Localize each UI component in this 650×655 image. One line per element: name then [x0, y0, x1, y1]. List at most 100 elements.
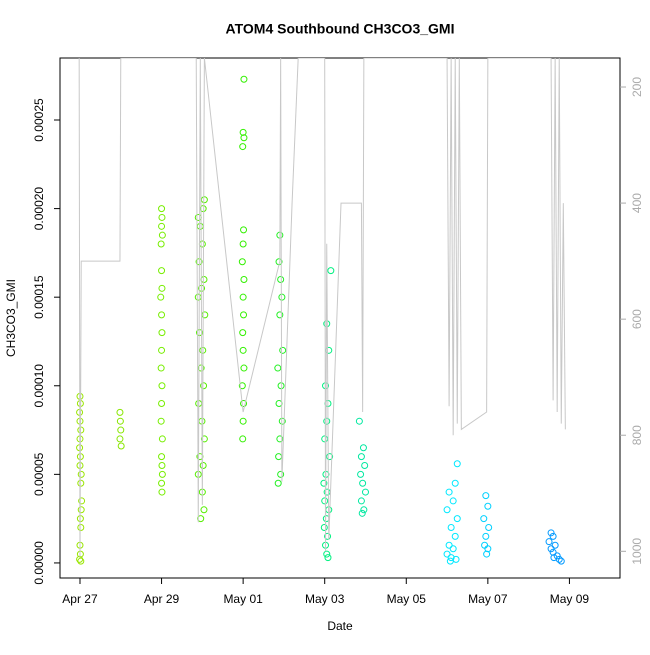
point — [240, 226, 248, 234]
point — [158, 231, 166, 239]
point — [239, 128, 247, 136]
point — [358, 509, 366, 517]
point — [157, 293, 165, 301]
point — [117, 426, 125, 434]
point — [279, 346, 287, 354]
point — [355, 417, 363, 425]
point — [197, 364, 205, 372]
y2-tick-label: 400 — [630, 193, 644, 213]
x-tick-label: May 07 — [468, 592, 508, 606]
point — [360, 506, 368, 514]
point — [158, 311, 166, 319]
point — [323, 550, 331, 558]
point — [198, 240, 206, 248]
point — [551, 541, 559, 549]
point — [158, 213, 166, 221]
point — [557, 557, 565, 565]
point — [157, 364, 165, 372]
y-tick-label: 0.00005 — [32, 452, 46, 496]
point — [323, 417, 331, 425]
point — [158, 435, 166, 443]
point — [483, 550, 491, 558]
point — [200, 506, 208, 514]
point — [326, 453, 334, 461]
point — [158, 284, 166, 292]
point — [357, 497, 365, 505]
point — [482, 492, 490, 500]
point — [240, 134, 248, 142]
point — [77, 506, 85, 514]
point — [555, 555, 563, 563]
point — [239, 346, 247, 354]
point — [197, 515, 205, 523]
point — [277, 382, 285, 390]
x-tick-label: Apr 29 — [144, 592, 180, 606]
point — [157, 240, 165, 248]
point — [194, 213, 202, 221]
point — [200, 196, 208, 204]
point — [485, 524, 493, 532]
x-tick-label: May 09 — [550, 592, 590, 606]
plot-frame — [59, 57, 621, 579]
point — [199, 461, 207, 469]
x-tick-label: May 01 — [223, 592, 263, 606]
point — [449, 545, 457, 553]
point — [158, 222, 166, 230]
point — [447, 554, 455, 562]
point — [276, 311, 284, 319]
point — [547, 545, 555, 553]
point — [240, 364, 248, 372]
point — [158, 346, 166, 354]
point — [196, 222, 204, 230]
y2-tick-label: 600 — [630, 309, 644, 329]
point — [77, 524, 85, 532]
point — [158, 479, 166, 487]
point — [77, 557, 85, 565]
point — [275, 453, 283, 461]
point — [158, 205, 166, 213]
x-tick-label: Apr 27 — [62, 592, 98, 606]
point — [239, 329, 247, 337]
point — [549, 532, 557, 540]
point — [199, 205, 207, 213]
point — [240, 311, 248, 319]
point — [277, 275, 285, 283]
point — [327, 267, 335, 275]
point — [547, 529, 555, 537]
point — [274, 364, 282, 372]
x-axis-label: Date — [327, 619, 353, 633]
point — [239, 143, 247, 151]
chart-title: ATOM4 Southbound CH3CO3_GMI — [226, 21, 455, 37]
point — [453, 460, 461, 468]
point — [78, 497, 86, 505]
point — [77, 479, 85, 487]
y-tick-label: 0.00025 — [32, 98, 46, 142]
point — [447, 524, 455, 532]
point — [324, 532, 332, 540]
point — [200, 435, 208, 443]
line — [78, 58, 566, 558]
point — [276, 435, 284, 443]
point — [239, 435, 247, 443]
point — [194, 293, 202, 301]
point — [321, 497, 329, 505]
point — [158, 488, 166, 496]
y-tick-label: 0.00010 — [32, 364, 46, 408]
point — [545, 538, 553, 546]
point — [482, 532, 490, 540]
point — [238, 382, 246, 390]
point — [116, 435, 124, 443]
point — [240, 75, 248, 83]
point — [278, 293, 286, 301]
point — [481, 541, 489, 549]
point — [158, 329, 166, 337]
x-tick-label: May 05 — [387, 592, 427, 606]
point — [200, 382, 208, 390]
point — [158, 399, 166, 407]
point — [320, 524, 328, 532]
point — [116, 417, 124, 425]
point — [359, 444, 367, 452]
point — [361, 461, 369, 469]
point — [357, 453, 365, 461]
point — [549, 548, 557, 556]
